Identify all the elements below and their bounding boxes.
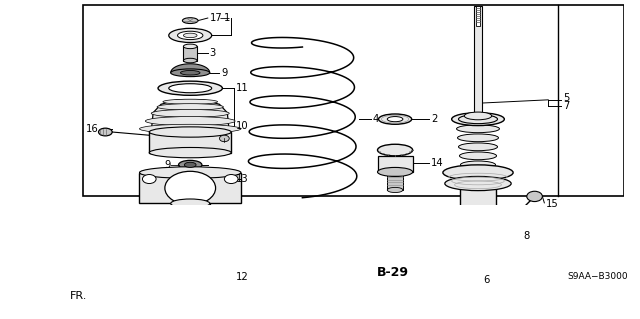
Polygon shape	[151, 100, 229, 132]
Ellipse shape	[158, 81, 223, 95]
Ellipse shape	[460, 152, 497, 160]
Ellipse shape	[462, 243, 493, 262]
Text: 16: 16	[86, 124, 99, 134]
Ellipse shape	[452, 113, 504, 126]
Text: 3: 3	[210, 48, 216, 58]
Ellipse shape	[179, 160, 202, 169]
Text: 2: 2	[431, 114, 438, 124]
Text: 8: 8	[524, 231, 530, 241]
Polygon shape	[37, 289, 67, 301]
Text: 15: 15	[547, 199, 559, 209]
Bar	[387, 172, 403, 190]
Ellipse shape	[180, 70, 200, 75]
Bar	[460, 173, 495, 231]
Circle shape	[220, 135, 229, 142]
Bar	[140, 173, 241, 204]
Polygon shape	[171, 64, 210, 73]
Ellipse shape	[378, 167, 413, 176]
Ellipse shape	[156, 266, 225, 288]
Ellipse shape	[448, 236, 458, 243]
Text: 13: 13	[236, 174, 249, 184]
Text: FR.: FR.	[70, 291, 88, 301]
Circle shape	[225, 174, 238, 183]
Ellipse shape	[169, 84, 212, 93]
Text: 9—: 9—	[164, 160, 180, 170]
Ellipse shape	[145, 116, 235, 126]
Ellipse shape	[140, 124, 241, 133]
Ellipse shape	[443, 233, 462, 246]
Ellipse shape	[157, 104, 223, 110]
Ellipse shape	[451, 225, 506, 236]
Ellipse shape	[182, 18, 198, 24]
Text: 14: 14	[431, 158, 444, 168]
Ellipse shape	[171, 69, 210, 77]
Ellipse shape	[171, 224, 210, 233]
Ellipse shape	[184, 58, 197, 63]
Circle shape	[143, 174, 156, 183]
Ellipse shape	[140, 167, 241, 178]
Circle shape	[527, 191, 542, 202]
Text: S9AA−B3000: S9AA−B3000	[568, 272, 628, 281]
Bar	[83, 4, 625, 197]
Ellipse shape	[452, 237, 504, 268]
Ellipse shape	[465, 112, 492, 120]
Ellipse shape	[179, 213, 201, 218]
Ellipse shape	[149, 127, 231, 137]
Text: 5: 5	[563, 93, 569, 103]
Text: 17: 17	[210, 13, 223, 23]
Bar	[451, 231, 506, 264]
Ellipse shape	[171, 271, 210, 283]
Text: 4: 4	[372, 114, 379, 124]
Text: 9: 9	[221, 68, 228, 78]
Ellipse shape	[149, 147, 231, 158]
Ellipse shape	[184, 44, 197, 48]
Bar	[149, 132, 231, 152]
Ellipse shape	[169, 28, 212, 42]
Text: 10: 10	[236, 121, 249, 130]
Ellipse shape	[460, 161, 495, 169]
Ellipse shape	[458, 134, 499, 142]
Bar	[378, 157, 413, 172]
Text: 6: 6	[483, 275, 489, 285]
Bar	[474, 6, 482, 119]
Ellipse shape	[171, 199, 210, 208]
Bar	[476, 6, 481, 26]
Ellipse shape	[184, 162, 196, 167]
Ellipse shape	[163, 99, 218, 104]
Text: 1: 1	[225, 13, 231, 23]
Ellipse shape	[387, 187, 403, 193]
Bar	[171, 204, 210, 228]
Ellipse shape	[445, 176, 511, 191]
Ellipse shape	[458, 143, 497, 151]
Text: B-29: B-29	[376, 266, 408, 279]
Ellipse shape	[443, 165, 513, 180]
Text: 12: 12	[236, 272, 249, 282]
Circle shape	[165, 171, 216, 205]
Ellipse shape	[151, 109, 229, 117]
Ellipse shape	[99, 128, 112, 136]
Text: 11: 11	[236, 83, 249, 93]
Ellipse shape	[456, 125, 499, 133]
Ellipse shape	[378, 114, 412, 124]
Text: 7: 7	[563, 101, 569, 111]
Bar	[184, 46, 197, 61]
Text: —: —	[220, 13, 230, 23]
Ellipse shape	[378, 144, 413, 156]
Ellipse shape	[387, 116, 403, 122]
Ellipse shape	[184, 33, 197, 38]
Ellipse shape	[458, 115, 497, 124]
Ellipse shape	[177, 31, 203, 40]
